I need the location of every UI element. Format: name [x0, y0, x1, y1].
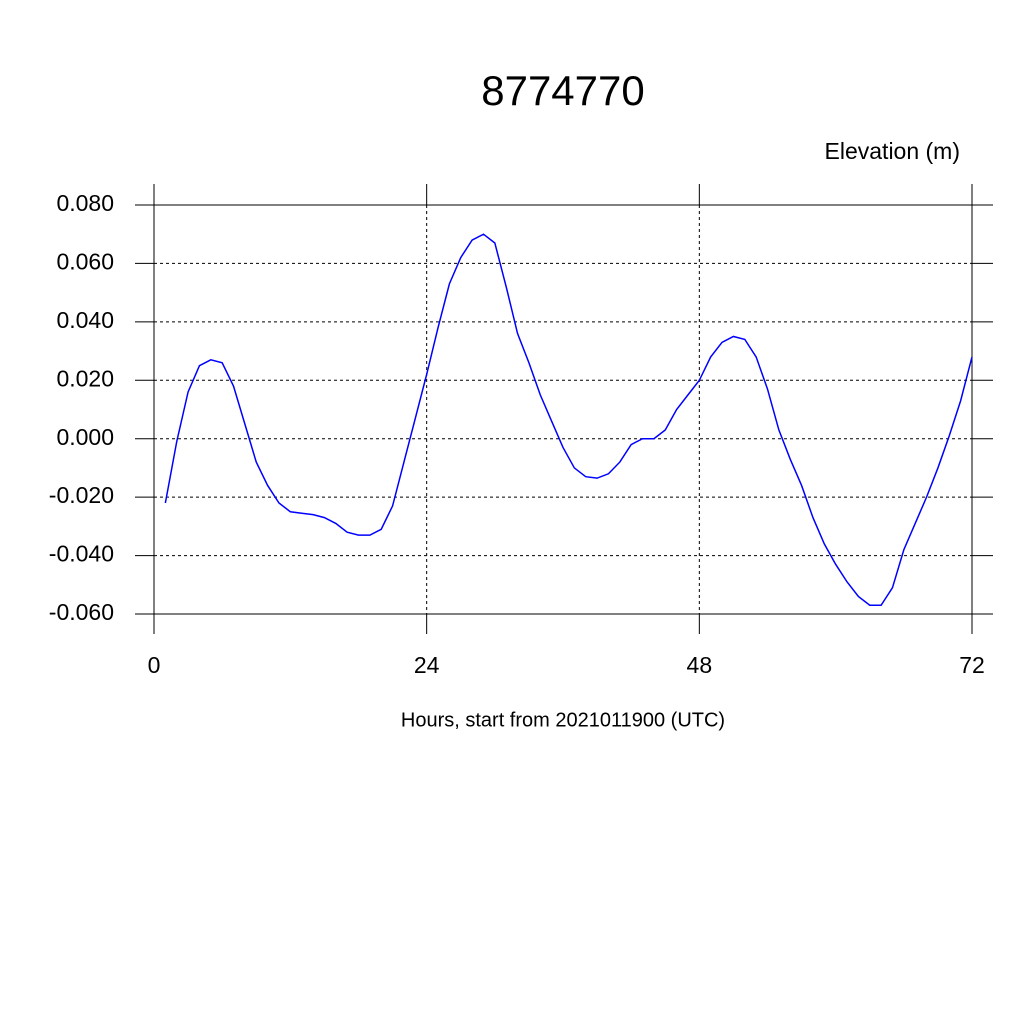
- x-tick-label: 24: [414, 652, 440, 678]
- y-tick-label: 0.080: [56, 190, 114, 216]
- chart-title: 8774770: [481, 67, 645, 114]
- x-axis-label: Hours, start from 2021011900 (UTC): [401, 709, 725, 731]
- x-tick-label: 72: [959, 652, 985, 678]
- plot-frame: [153, 204, 973, 615]
- y-tick-label: -0.040: [49, 541, 114, 567]
- data-line: [164, 233, 973, 606]
- y-tick-label: -0.060: [49, 599, 114, 625]
- y-tick-label: 0.040: [56, 307, 114, 333]
- chart-subtitle: Elevation (m): [825, 138, 960, 164]
- y-tick-label: 0.000: [56, 424, 114, 450]
- y-tick-label: -0.020: [49, 482, 114, 508]
- y-tick-label: 0.020: [56, 365, 114, 391]
- y-tick-label: 0.060: [56, 249, 114, 275]
- x-tick-label: 48: [687, 652, 713, 678]
- x-tick-label: 0: [148, 652, 161, 678]
